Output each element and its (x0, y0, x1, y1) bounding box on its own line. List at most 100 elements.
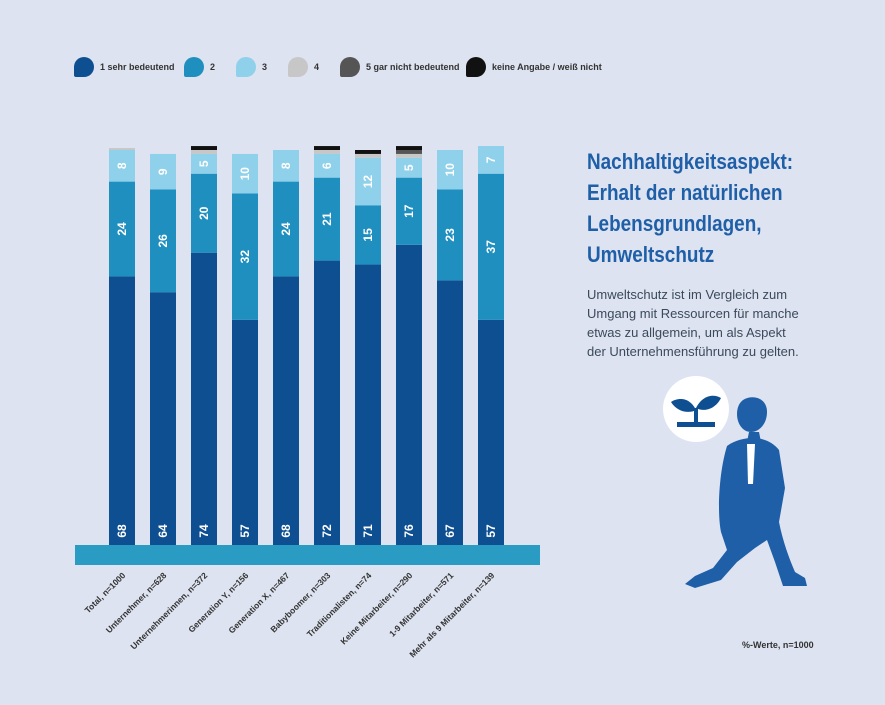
bar-segment (355, 153, 381, 158)
legend-item: keine Angabe / weiß nicht (466, 56, 602, 78)
bar-segment (355, 157, 381, 206)
bar-segment (437, 150, 463, 190)
data-label: 57 (484, 524, 498, 538)
footnote: %-Werte, n=1000 (742, 640, 814, 650)
bar-segment (109, 148, 135, 150)
bar-segment (355, 150, 381, 154)
data-label: 68 (279, 524, 293, 538)
category-label: Unternehmerinnen, n=372 (128, 570, 209, 651)
data-label: 5 (197, 160, 211, 167)
bar-segment (232, 193, 258, 320)
chart-baseline-band (75, 545, 540, 565)
bar-segment (314, 150, 340, 154)
legend-label: 3 (262, 62, 268, 72)
sprout-icon (663, 376, 729, 442)
headline-line: Lebensgrundlagen, (587, 211, 762, 236)
bar-segment (396, 177, 422, 245)
bar-segment (355, 205, 381, 265)
silhouette (685, 397, 807, 588)
data-label: 26 (156, 234, 170, 248)
bar-segment (396, 157, 422, 178)
data-label: 6 (320, 162, 334, 169)
bar-segment (396, 244, 422, 546)
headline-line: Nachhaltigkeitsaspekt: (587, 149, 794, 174)
legend-item: 2 (184, 56, 215, 78)
bar-segment (232, 319, 258, 545)
bar-segment (396, 153, 422, 158)
data-label: 12 (361, 175, 375, 189)
data-label: 76 (402, 524, 416, 538)
bar-segment (355, 264, 381, 545)
legend-item: 4 (288, 56, 319, 78)
legend-swatch (288, 57, 308, 77)
bar-segment (396, 146, 422, 150)
bar-segment (191, 150, 217, 154)
bar-segment (150, 189, 176, 293)
data-label: 74 (197, 524, 211, 538)
data-label: 17 (402, 204, 416, 218)
bar-segment (273, 276, 299, 545)
data-label: 10 (238, 167, 252, 181)
bar-segment (109, 181, 135, 277)
bar-segment (396, 150, 422, 154)
bar-segment (273, 181, 299, 277)
bar-segment (314, 153, 340, 178)
bar-segment (273, 150, 299, 182)
description-line: etwas zu allgemein, um als Aspekt (587, 325, 786, 340)
bar-segment (191, 252, 217, 545)
bar-segment (232, 153, 258, 194)
data-label: 71 (361, 524, 375, 538)
legend-label: 5 gar nicht bedeutend (366, 62, 460, 72)
crouching-businesswoman-illustration (663, 376, 807, 588)
legend-swatch (466, 57, 486, 77)
data-label: 72 (320, 524, 334, 538)
bar-segment (314, 146, 340, 150)
bar-segment (109, 150, 135, 182)
legend-item: 3 (236, 56, 267, 78)
data-label: 5 (402, 164, 416, 171)
data-label: 24 (279, 222, 293, 236)
data-label: 23 (443, 228, 457, 242)
description-line: der Unternehmensführung zu gelten. (587, 344, 799, 359)
legend-swatch (340, 57, 360, 77)
bar-segment (191, 153, 217, 174)
data-label: 8 (115, 162, 129, 169)
data-label: 67 (443, 524, 457, 538)
bar-segment (478, 173, 504, 320)
description-line: Umweltschutz ist im Vergleich zum (587, 287, 788, 302)
category-label: Total, n=1000 (83, 570, 128, 615)
bar-segment (478, 319, 504, 545)
bar-segment (191, 173, 217, 253)
headline-line: Umweltschutz (587, 242, 715, 267)
bar-segment (314, 260, 340, 545)
bar-segment (314, 177, 340, 261)
legend-label: 1 sehr bedeutend (100, 62, 175, 72)
bar-segment (150, 153, 176, 190)
bar-segment (478, 146, 504, 174)
bar-segment (191, 146, 217, 150)
legend-label: 2 (210, 62, 216, 72)
bar-segment (150, 292, 176, 545)
headline-line: Erhalt der natürlichen (587, 180, 783, 205)
data-label: 24 (115, 222, 129, 236)
data-label: 7 (484, 156, 498, 163)
bar-segment (109, 276, 135, 545)
description-line: Umgang mit Ressourcen für manche (587, 306, 799, 321)
bar-segment (437, 280, 463, 545)
legend-swatch (184, 57, 204, 77)
legend-item: 5 gar nicht bedeutend (340, 56, 460, 78)
legend-label: keine Angabe / weiß nicht (492, 62, 602, 72)
data-label: 8 (279, 162, 293, 169)
data-label: 57 (238, 524, 252, 538)
category-label: Mehr als 9 Mitarbeiter, n=139 (407, 570, 496, 659)
bar-segment (437, 189, 463, 281)
category-label: Keine Mitarbeiter, n=290 (338, 570, 414, 646)
data-label: 68 (115, 524, 129, 538)
legend-item: 1 sehr bedeutend (74, 56, 175, 78)
data-label: 21 (320, 212, 334, 226)
data-label: 32 (238, 250, 252, 264)
data-label: 10 (443, 163, 457, 177)
description-text: Umweltschutz ist im Vergleich zum Umgang… (587, 285, 837, 361)
data-label: 15 (361, 228, 375, 242)
